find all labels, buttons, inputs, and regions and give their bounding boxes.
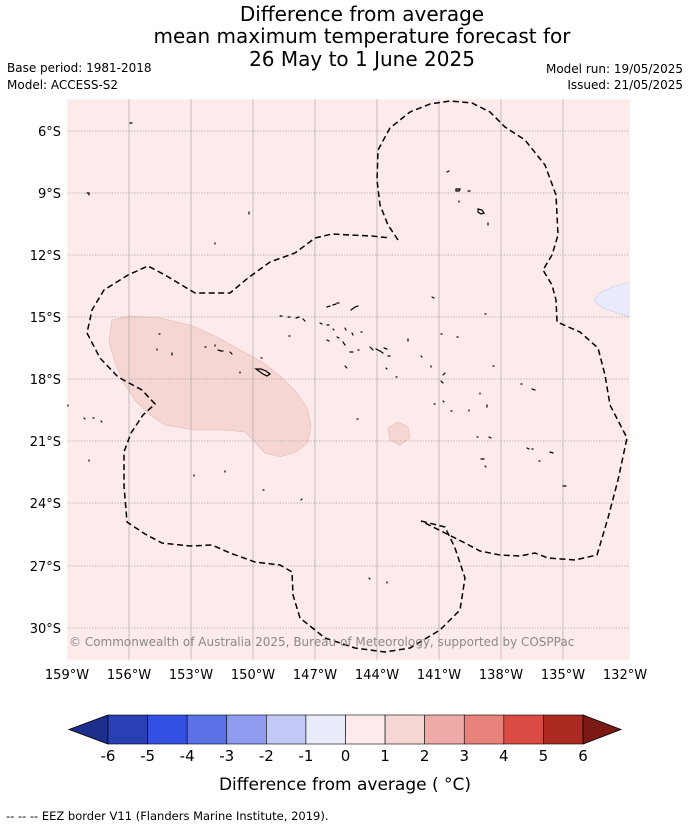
longitude-labels: 159°W 156°W 153°W 150°W 147°W 144°W 141°… — [45, 668, 647, 683]
colorbar-extend-high — [582, 714, 623, 745]
issued-date: Issued: 21/05/2025 — [567, 78, 683, 92]
lon-label: 141°W — [417, 668, 461, 683]
colorbar-tick-label: -6 — [101, 747, 116, 765]
warm-anomaly-region — [108, 315, 312, 458]
warm-anomaly-spot — [387, 421, 411, 446]
colorbar-cell — [266, 714, 307, 745]
cool-anomaly-region — [593, 281, 630, 318]
eez-legend-line: -- -- -- EEZ border V11 (Flanders Marine… — [6, 809, 329, 823]
colorbar-tick-label: 5 — [539, 747, 549, 765]
title-line-1: Difference from average — [239, 2, 485, 26]
colorbar-label: Difference from average ( °C) — [219, 775, 471, 795]
lat-label: 21°S — [30, 435, 61, 450]
colorbar-cell — [107, 714, 148, 745]
latitude-labels: 6°S 9°S 12°S 15°S 18°S 21°S 24°S 27°S 30… — [30, 125, 61, 637]
lon-label: 153°W — [169, 668, 213, 683]
colorbar-cell — [424, 714, 465, 745]
island-coastlines — [67, 122, 567, 584]
colorbar-tick-label: 4 — [499, 747, 509, 765]
lat-label: 27°S — [30, 560, 61, 575]
model-name: Model: ACCESS-S2 — [7, 78, 119, 92]
lon-label: 135°W — [541, 668, 585, 683]
colorbar-extend-low — [67, 714, 109, 745]
colorbar-tick-label: 6 — [578, 747, 588, 765]
colorbar-cell — [147, 714, 188, 745]
lon-label: 147°W — [293, 668, 337, 683]
lat-label: 24°S — [30, 497, 61, 512]
model-run-date: Model run: 19/05/2025 — [545, 62, 683, 76]
lat-label: 12°S — [30, 249, 61, 264]
lon-label: 150°W — [231, 668, 275, 683]
forecast-map: © Commonwealth of Australia 2025, Bureau… — [30, 98, 647, 683]
lon-label: 138°W — [479, 668, 523, 683]
lon-label: 144°W — [355, 668, 399, 683]
colorbar-cell — [543, 714, 584, 745]
colorbar-cell — [226, 714, 267, 745]
colorbar-tick-label: 0 — [341, 747, 351, 765]
colorbar-tick-label: -4 — [180, 747, 195, 765]
colorbar-cell — [384, 714, 425, 745]
colorbar-tick-label: -2 — [259, 747, 274, 765]
colorbar-tick-label: 1 — [380, 747, 390, 765]
colorbar-tick-label: 3 — [459, 747, 469, 765]
colorbar-tick-label: -1 — [298, 747, 313, 765]
colorbar-tick-label: -3 — [219, 747, 234, 765]
colorbar-cell — [186, 714, 228, 745]
lon-label: 132°W — [603, 668, 647, 683]
lat-label: 30°S — [30, 622, 61, 637]
title-line-2: mean maximum temperature forecast for — [153, 24, 571, 48]
graticule — [128, 99, 564, 660]
colorbar-cell — [305, 714, 346, 745]
base-period: Base period: 1981-2018 — [7, 61, 152, 75]
copyright-notice: © Commonwealth of Australia 2025, Bureau… — [69, 635, 574, 649]
lon-label: 156°W — [107, 668, 151, 683]
colorbar-cell — [503, 714, 544, 745]
map-frame — [66, 98, 631, 661]
colorbar-cells — [67, 714, 623, 745]
colorbar-cell — [463, 714, 505, 745]
eez-border — [86, 100, 628, 653]
lon-label: 159°W — [45, 668, 89, 683]
lat-label: 15°S — [30, 311, 61, 326]
colorbar: -6 -5 -4 -3 -2 -1 0 1 2 3 4 5 6 Difference from aver… — [67, 714, 623, 795]
lat-label: 9°S — [38, 187, 61, 202]
lat-label: 6°S — [38, 125, 61, 140]
colorbar-cell — [345, 714, 386, 745]
colorbar-tick-label: 2 — [420, 747, 430, 765]
colorbar-ticks: -6 -5 -4 -3 -2 -1 0 1 2 3 4 5 6 — [101, 747, 588, 765]
lat-label: 18°S — [30, 373, 61, 388]
title-line-3: 26 May to 1 June 2025 — [249, 47, 475, 71]
colorbar-tick-label: -5 — [140, 747, 155, 765]
